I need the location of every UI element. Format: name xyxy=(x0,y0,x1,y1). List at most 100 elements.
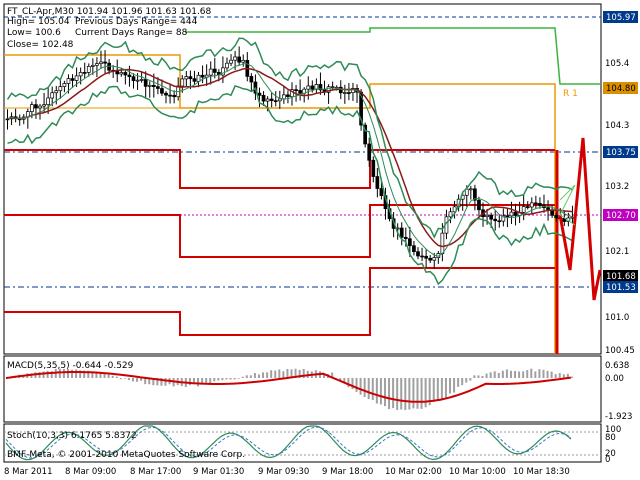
candle-body xyxy=(196,74,201,82)
candle-body xyxy=(342,92,347,94)
macd-hist-bar xyxy=(201,378,204,385)
macd-hist-bar xyxy=(127,378,130,381)
macd-hist-bar xyxy=(522,371,525,378)
macd-hist-bar xyxy=(164,378,167,386)
price-tick: 101.0 xyxy=(605,313,629,323)
macd-hist-bar xyxy=(371,378,374,401)
candle-body xyxy=(38,105,42,109)
candle-body xyxy=(164,92,168,96)
candle-body xyxy=(192,78,197,82)
macd-hist-bar xyxy=(558,373,561,378)
time-tick: 8 Mar 17:00 xyxy=(130,467,181,477)
macd-hist-bar xyxy=(383,378,386,407)
price-panel[interactable] xyxy=(3,3,602,355)
macd-hist-bar xyxy=(355,378,358,392)
candle-body xyxy=(225,62,229,69)
candle-body xyxy=(473,188,477,201)
stoch-tick: 80 xyxy=(605,433,616,443)
green-level-line xyxy=(185,27,601,85)
macd-hist-bar xyxy=(400,378,403,410)
red-level-line xyxy=(4,149,555,189)
macd-hist-bar xyxy=(469,378,472,381)
macd-hist-bar xyxy=(449,378,452,394)
candle-body xyxy=(172,94,176,98)
price-tag-103-75: 103.75 xyxy=(606,148,636,158)
bollinger-lower-line xyxy=(7,84,573,286)
macd-hist-bar xyxy=(148,378,151,385)
candle-body xyxy=(103,61,107,64)
macd-panel[interactable] xyxy=(3,355,602,423)
macd-hist-bar xyxy=(363,378,366,397)
symbol-line: FT_CL-Apr,M30 101.94 101.96 101.63 101.6… xyxy=(7,7,212,17)
candle-body xyxy=(123,72,128,76)
candle-body xyxy=(229,59,233,64)
candle-body xyxy=(306,85,311,90)
macd-hist-bar xyxy=(79,370,82,378)
candle-body xyxy=(440,232,445,254)
candle-body xyxy=(139,79,144,81)
candle-body xyxy=(310,85,315,90)
copyright-text: BMF-Meta, © 2001-2010 MetaQuotes Softwar… xyxy=(7,450,245,460)
candle-body xyxy=(221,67,225,76)
candle-body xyxy=(347,92,351,94)
macd-hist-bar xyxy=(229,378,232,380)
candle-body xyxy=(62,83,67,87)
candle-body xyxy=(375,176,380,189)
bollinger-mid-line xyxy=(7,63,573,257)
macd-hist-bar xyxy=(22,375,25,378)
candle-body xyxy=(509,211,514,217)
candle-body xyxy=(403,237,408,240)
candles xyxy=(5,46,575,269)
candle-body xyxy=(30,104,34,112)
macd-hist-bar xyxy=(424,378,427,408)
candle-body xyxy=(70,78,75,81)
macd-hist-bar xyxy=(514,371,517,378)
macd-hist-bar xyxy=(534,371,537,378)
macd-hist-bar xyxy=(131,378,134,382)
close-label: Close= 102.48 xyxy=(7,40,74,50)
macd-hist-bar xyxy=(188,378,191,386)
macd-hist-bar xyxy=(509,370,512,378)
macd-hist-bar xyxy=(367,378,370,400)
candle-body xyxy=(538,203,542,206)
macd-hist-bar xyxy=(343,378,346,383)
candle-body xyxy=(485,214,489,218)
macd-hist-bar xyxy=(237,378,240,379)
candle-body xyxy=(200,74,205,78)
stoch-tick: 20 xyxy=(605,449,616,459)
price-tag-104-80: 104.80 xyxy=(606,84,636,94)
price-tag-box xyxy=(603,281,638,293)
macd-hist-bar xyxy=(192,378,195,385)
candle-body xyxy=(468,188,473,191)
candle-body xyxy=(371,159,376,177)
price-tick: 103.2 xyxy=(605,182,629,192)
macd-hist-bar xyxy=(359,378,362,395)
candle-body xyxy=(78,72,83,77)
candle-body xyxy=(497,220,502,223)
macd-layer xyxy=(5,368,573,411)
candle-body xyxy=(237,56,242,63)
macd-hist-bar xyxy=(550,371,553,378)
candle-body xyxy=(95,63,99,66)
macd-hist-bar xyxy=(217,378,220,381)
candle-body xyxy=(233,56,237,61)
price-tick: 102.1 xyxy=(605,247,629,257)
macd-hist-bar xyxy=(294,368,297,378)
macd-hist-bar xyxy=(282,371,285,378)
candle-body xyxy=(338,86,343,94)
macd-hist-bar xyxy=(71,369,74,378)
macd-hist-bar xyxy=(408,378,411,410)
price-tick: 105.4 xyxy=(605,59,629,69)
macd-hist-bar xyxy=(241,376,244,378)
stoch-tick: 0 xyxy=(605,455,610,465)
time-tick: 10 Mar 10:00 xyxy=(449,467,506,477)
macd-hist-bar xyxy=(501,370,504,378)
candle-body xyxy=(363,124,368,145)
macd-hist-bar xyxy=(566,373,569,378)
price-layer xyxy=(4,16,602,354)
candle-body xyxy=(99,61,103,64)
candle-body xyxy=(428,257,433,261)
macd-hist-bar xyxy=(262,372,265,378)
